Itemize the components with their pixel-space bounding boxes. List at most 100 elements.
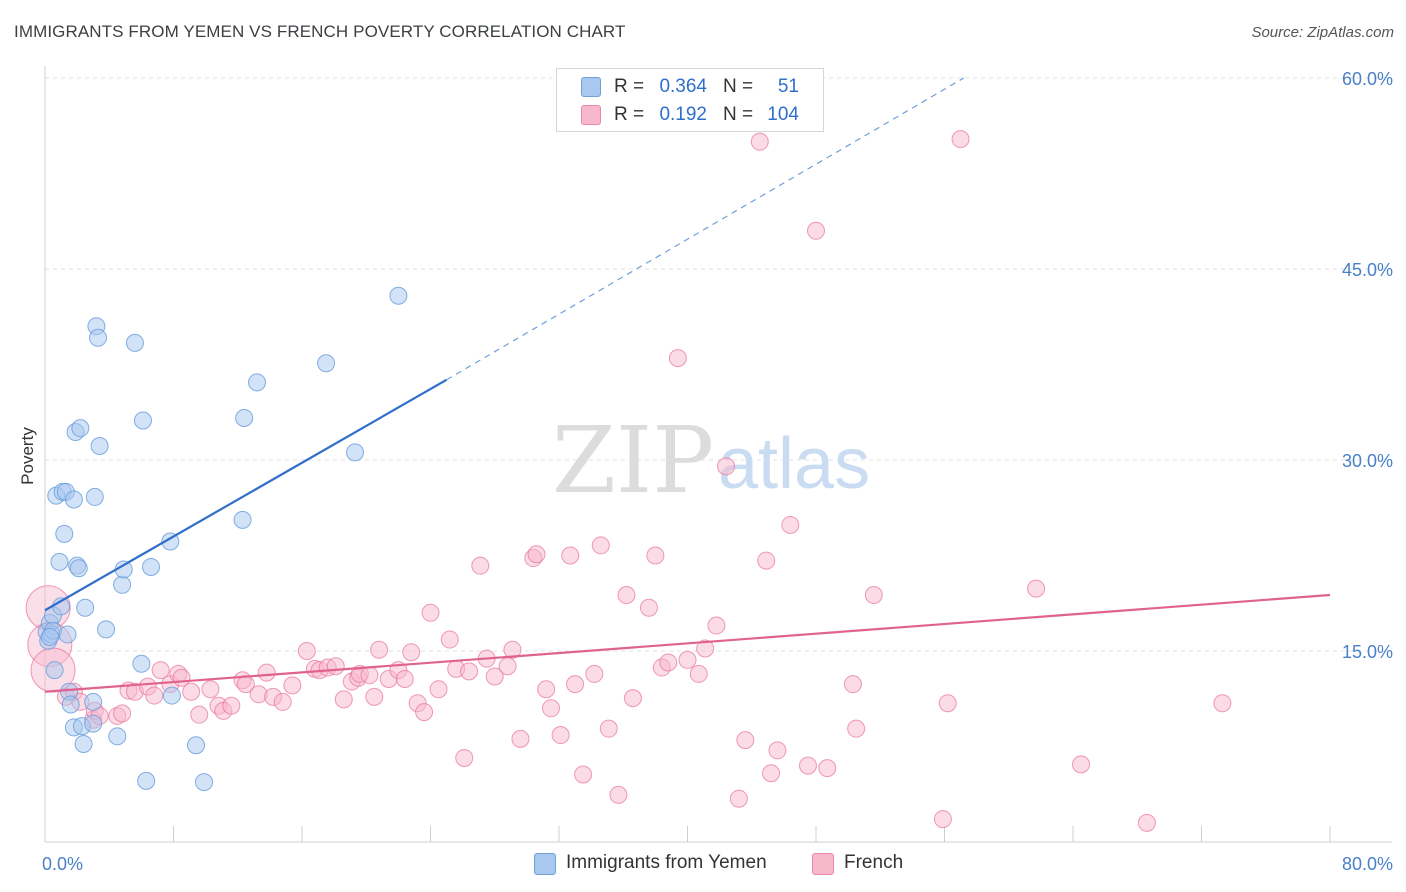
data-point-french (750, 132, 769, 151)
data-point-french (429, 680, 448, 699)
data-point-yemen (61, 695, 80, 714)
data-point-french (421, 603, 440, 622)
data-point-french (707, 616, 726, 635)
data-point-french (222, 696, 241, 715)
data-point-french (395, 670, 414, 689)
data-point-french (729, 789, 748, 808)
data-point-french (503, 640, 522, 659)
data-point-yemen (74, 734, 93, 753)
data-point-french (201, 680, 220, 699)
bottom-legend-label-yemen: Immigrants from Yemen (566, 852, 767, 873)
legend-n-label: N = (723, 104, 754, 125)
data-point-yemen (55, 524, 74, 543)
data-point-french (561, 546, 580, 565)
y-tick-label: 30.0% (1342, 451, 1393, 471)
legend: R = 0.364 N = 51 R = 0.192 N = 104 (556, 68, 824, 132)
data-point-french (370, 640, 389, 659)
data-point-french (757, 551, 776, 570)
legend-swatch-yemen (581, 77, 601, 97)
data-point-french (847, 719, 866, 738)
data-point-french (864, 585, 883, 604)
data-point-french (951, 130, 970, 149)
trend-line-french (44, 593, 1331, 693)
bottom-legend-swatch-french (812, 853, 834, 875)
legend-n-label: N = (723, 76, 754, 97)
data-point-french (145, 686, 164, 705)
data-point-yemen (97, 620, 116, 639)
data-point-french (574, 765, 593, 784)
data-point-yemen (137, 771, 156, 790)
legend-r-value: 0.364 (659, 76, 707, 97)
data-point-french (498, 657, 517, 676)
data-point-french (297, 642, 316, 660)
y-axis-label: Poverty (18, 427, 37, 485)
data-point-french (566, 675, 585, 694)
data-point-french (1213, 694, 1232, 713)
data-point-french (798, 756, 817, 775)
data-point-french (365, 687, 384, 706)
watermark: ZIP atlas (552, 407, 870, 514)
data-point-yemen (84, 714, 103, 733)
data-point-yemen (195, 773, 214, 792)
data-point-yemen (233, 510, 252, 529)
data-point-yemen (85, 487, 104, 506)
data-point-yemen (108, 727, 127, 746)
y-tick-label: 15.0% (1342, 642, 1393, 662)
data-point-yemen (132, 654, 151, 673)
data-point-french (717, 457, 736, 476)
data-point-yemen (76, 598, 95, 617)
data-point-yemen (89, 328, 108, 347)
data-point-french (818, 759, 837, 778)
data-point-french (736, 731, 755, 750)
bottom-legend-swatch-yemen (534, 853, 556, 875)
data-point-yemen (84, 692, 103, 711)
legend-swatch-french (581, 105, 601, 125)
data-point-french (696, 639, 715, 658)
data-point-yemen (133, 411, 152, 430)
watermark-zip: ZIP (552, 407, 714, 514)
legend-r-label: R = (614, 76, 645, 97)
data-point-french (1027, 579, 1046, 598)
data-point-french (113, 704, 132, 723)
data-point-yemen (317, 354, 336, 373)
bottom-legend-label-french: French (844, 852, 904, 873)
data-point-yemen (186, 736, 205, 755)
data-point-french (689, 664, 708, 683)
data-point-french (933, 810, 952, 829)
source-label: Source: ZipAtlas.com (1251, 24, 1394, 41)
data-point-french (541, 699, 560, 718)
data-point-french (807, 221, 825, 240)
data-point-french (283, 676, 302, 695)
data-point-french (599, 719, 618, 738)
series-french (25, 130, 1232, 832)
data-point-yemen (113, 575, 132, 594)
data-point-french (257, 663, 276, 682)
data-point-french (938, 694, 957, 713)
data-point-french (609, 785, 628, 804)
data-point-yemen (248, 373, 267, 392)
axes (44, 66, 1392, 843)
data-point-french (415, 703, 434, 722)
x-tick-label-max: 80.0% (1342, 854, 1393, 874)
data-point-yemen (125, 333, 144, 352)
data-point-yemen (346, 443, 365, 462)
data-point-french (360, 666, 379, 685)
legend-n-value: 104 (767, 104, 799, 125)
legend-r-value: 0.192 (659, 104, 707, 125)
data-point-french (639, 598, 658, 617)
trend-line-yemen (44, 378, 448, 612)
data-point-yemen (235, 408, 254, 427)
data-point-french (762, 764, 781, 783)
series-yemen (37, 286, 408, 792)
data-point-french (485, 667, 504, 686)
data-point-french (273, 692, 292, 711)
data-point-french (768, 741, 787, 760)
data-point-french (551, 726, 570, 745)
data-point-yemen (161, 532, 180, 551)
data-point-yemen (142, 557, 161, 576)
data-point-yemen (71, 419, 90, 438)
data-point-french (151, 661, 170, 680)
data-point-french (402, 643, 421, 662)
data-point-french (843, 675, 862, 694)
